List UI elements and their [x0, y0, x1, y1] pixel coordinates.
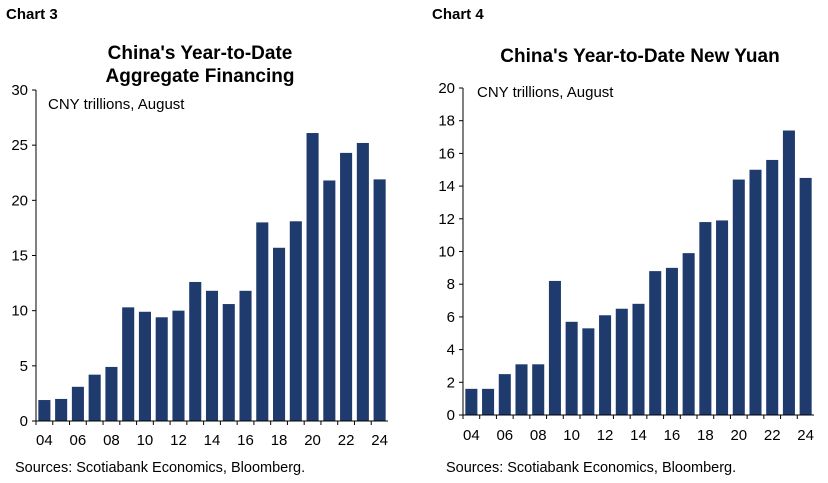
- y-tick-label: 10: [11, 303, 28, 320]
- bar-16: [239, 290, 252, 421]
- x-tick-label: 14: [630, 427, 647, 444]
- y-tick-label: 10: [438, 244, 455, 261]
- bar-14: [632, 303, 645, 415]
- chart-4-title-line1: China's Year-to-Date New Yuan: [500, 46, 780, 67]
- x-tick-label: 08: [530, 427, 547, 444]
- bar-19: [716, 220, 729, 415]
- chart-3-title: China's Year-to-Date Aggregate Financing: [40, 42, 360, 88]
- x-tick-label: 20: [304, 432, 321, 449]
- bar-14: [205, 290, 219, 421]
- x-tick-label: 18: [271, 432, 288, 449]
- bar-05: [482, 388, 495, 415]
- y-tick-label: 14: [438, 178, 455, 195]
- bar-24: [799, 177, 812, 415]
- bar-11: [155, 317, 168, 421]
- x-tick-label: 18: [697, 427, 714, 444]
- bar-07: [515, 364, 528, 415]
- bar-17: [682, 253, 695, 415]
- y-tick-label: 20: [438, 80, 455, 97]
- x-tick-label: 08: [103, 432, 120, 449]
- chart-3-source: Sources: Scotiabank Economics, Bloomberg…: [15, 460, 306, 476]
- x-tick-label: 14: [204, 432, 221, 449]
- bar-08: [532, 364, 545, 415]
- bar-05: [55, 398, 68, 421]
- x-tick-label: 04: [463, 427, 480, 444]
- chart-4-title: China's Year-to-Date New Yuan: [455, 45, 825, 68]
- bar-07: [88, 374, 101, 421]
- chart-3-plot: 0 5 10 15 20 25 30 04 06 08 10 12 14 16 18 20 22 24 CNY tr…: [11, 82, 388, 449]
- y-tick-label: 2: [447, 374, 455, 391]
- bar-13: [615, 308, 628, 415]
- bar-22: [766, 159, 779, 415]
- x-tick-label: 12: [597, 427, 614, 444]
- y-tick-label: 4: [447, 342, 455, 359]
- x-tick-label: 06: [70, 432, 87, 449]
- y-tick-label: 18: [438, 113, 455, 130]
- bar-21: [323, 180, 336, 421]
- bar-12: [172, 310, 185, 421]
- bar-09: [122, 307, 135, 421]
- bar-10: [565, 321, 578, 415]
- x-tick-label: 22: [338, 432, 355, 449]
- x-tick-label: 16: [237, 432, 254, 449]
- bar-23: [356, 142, 369, 421]
- bar-23: [782, 130, 795, 415]
- y-tick-label: 16: [438, 145, 455, 162]
- chart-3-title-line1: China's Year-to-Date: [107, 43, 293, 64]
- x-tick-label: 24: [797, 427, 814, 444]
- bar-20: [732, 179, 745, 415]
- x-tick-label: 04: [36, 432, 53, 449]
- bar-21: [749, 169, 762, 415]
- chart-3-title-line2: Aggregate Financing: [105, 66, 295, 87]
- bar-13: [189, 281, 202, 421]
- bar-20: [306, 133, 319, 421]
- x-tick-label: 10: [563, 427, 580, 444]
- bar-22: [340, 152, 353, 421]
- y-tick-label: 15: [11, 248, 28, 265]
- x-tick-label: 10: [137, 432, 154, 449]
- x-tick-label: 24: [371, 432, 388, 449]
- bar-17: [256, 222, 269, 421]
- bar-18: [273, 247, 286, 421]
- chart-4-source: Sources: Scotiabank Economics, Bloomberg…: [446, 460, 737, 476]
- bar-04: [38, 400, 51, 421]
- y-tick-label: 6: [447, 309, 455, 326]
- x-tick-label: 22: [764, 427, 781, 444]
- unit-note: CNY trillions, August: [48, 96, 185, 113]
- bar-04: [465, 388, 478, 415]
- bar-06: [71, 386, 84, 421]
- bar-08: [105, 366, 118, 421]
- bar-10: [138, 311, 151, 421]
- bar-24: [373, 179, 386, 421]
- x-tick-label: 20: [730, 427, 747, 444]
- bar-12: [599, 315, 612, 415]
- y-tick-label: 12: [438, 211, 455, 228]
- bar-16: [665, 267, 678, 415]
- bar-15: [222, 304, 235, 421]
- y-tick-label: 5: [20, 358, 28, 375]
- x-tick-label: 06: [496, 427, 513, 444]
- x-tick-label: 16: [664, 427, 681, 444]
- unit-note: CNY trillions, August: [477, 84, 614, 101]
- bar-06: [498, 374, 511, 415]
- y-tick-label: 8: [447, 276, 455, 293]
- x-tick-label: 12: [170, 432, 187, 449]
- y-tick-label: 0: [447, 407, 455, 424]
- y-tick-label: 30: [11, 82, 28, 99]
- y-tick-label: 0: [20, 413, 28, 430]
- y-tick-label: 20: [11, 192, 28, 209]
- bar-11: [582, 328, 595, 415]
- bar-19: [289, 221, 302, 421]
- bar-15: [649, 271, 662, 415]
- bar-09: [548, 280, 561, 415]
- bar-18: [699, 222, 712, 415]
- chart-4-label: Chart 4: [432, 6, 484, 23]
- y-tick-label: 25: [11, 137, 28, 154]
- chart-3-label: Chart 3: [6, 6, 58, 23]
